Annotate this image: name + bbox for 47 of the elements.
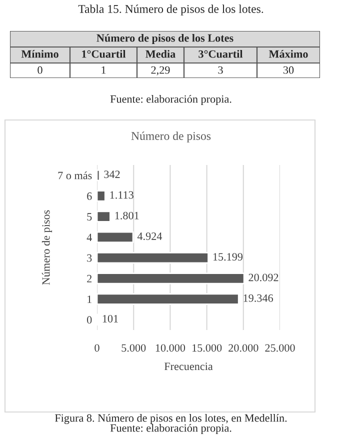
y-tick-label: 7 o más	[58, 171, 92, 180]
text: Figura 8. Número de pisos en los lotes, en Medellín.	[54, 414, 287, 424]
chart-title: Número de pisos	[131, 132, 211, 142]
y-tick-label: 0	[87, 316, 92, 324]
x-tick-label: 10.000	[156, 344, 186, 352]
text: Tabla 15. Número de pisos de los lotes.	[78, 4, 264, 16]
text: 3	[218, 66, 223, 74]
data-label: 1.113	[110, 191, 134, 199]
bar	[97, 293, 240, 305]
x-tick-label: 5.000	[122, 344, 146, 352]
bar	[97, 231, 134, 244]
text: 3°Cuartil	[198, 50, 243, 58]
data-label: 342	[104, 170, 120, 178]
data-label: 20.092	[248, 274, 278, 282]
data-label: 1.801	[115, 212, 139, 220]
text: Número de pisos de los Lotes	[96, 34, 234, 44]
data-label: 15.199	[213, 253, 243, 261]
y-tick-label: 2	[87, 274, 92, 282]
text: 0	[38, 66, 42, 74]
text: Media	[146, 50, 176, 58]
bar	[97, 252, 209, 264]
y-tick-label: 5	[87, 213, 92, 221]
x-tick-label: 20.000	[228, 344, 258, 352]
y-axis-title: Número de pisos	[42, 210, 52, 285]
x-axis-title: Frecuencia	[164, 362, 213, 370]
text: 30	[283, 66, 294, 74]
text: 1	[102, 66, 106, 74]
text: Mínimo	[21, 50, 58, 58]
source-note: Fuente: elaboración propia.	[110, 94, 232, 106]
source-note: Fuente: elaboración propia.	[110, 424, 232, 434]
x-tick-label: 0	[94, 344, 100, 352]
text: 2,29	[151, 66, 170, 76]
data-label: 4.924	[137, 232, 162, 240]
text: 1°Cuartil	[82, 50, 126, 58]
bar	[97, 190, 106, 202]
bar	[97, 272, 245, 284]
x-tick-label: 25.000	[265, 344, 295, 352]
bar	[97, 210, 111, 222]
y-tick-label: 4	[86, 234, 92, 242]
y-tick-label: 1	[88, 296, 92, 303]
y-tick-label: 6	[87, 192, 92, 200]
bar	[97, 169, 100, 182]
text: Máximo	[268, 50, 308, 58]
data-label: 19.346	[244, 294, 274, 302]
data-label: 101	[102, 314, 118, 322]
y-tick-label: 3	[87, 254, 92, 262]
x-tick-label: 15.000	[192, 344, 222, 352]
